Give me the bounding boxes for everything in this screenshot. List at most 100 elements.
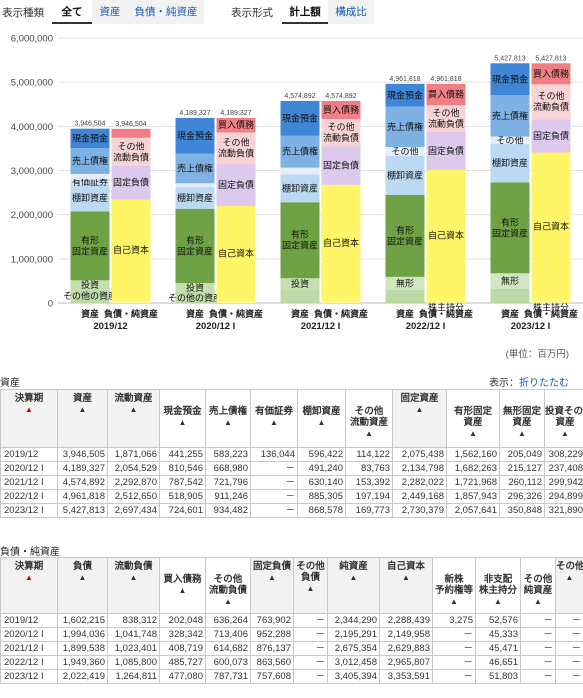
bar-type-label: 資産 <box>396 308 414 319</box>
assets-section-title: 資産 <box>0 378 20 389</box>
segment-label: 固定負債 <box>113 177 149 188</box>
bar-segment <box>216 132 256 164</box>
value-cell: 296,326 <box>499 489 545 504</box>
sort-arrow-icon[interactable]: ▲ <box>78 405 87 414</box>
value-cell: 2,292,870 <box>107 475 160 490</box>
column-header[interactable]: 負債 ▲ <box>57 557 108 614</box>
sort-arrow-icon[interactable]: ▲ <box>129 573 138 582</box>
column-header[interactable]: その他 流動負債 ▲ <box>205 557 251 614</box>
column-header[interactable]: 固定資産 ▲ <box>392 389 447 448</box>
sort-arrow-icon[interactable]: ▲ <box>469 429 477 438</box>
bar-segment <box>531 152 571 301</box>
sort-active-icon[interactable]: ▲ <box>25 405 33 414</box>
value-cell: 308,229 <box>544 447 583 462</box>
sort-arrow-icon[interactable]: ▲ <box>518 429 526 438</box>
bar-segment <box>175 292 215 303</box>
column-header[interactable]: その他 流動資産 ▲ <box>345 389 393 448</box>
value-cell: 2,675,354 <box>327 641 380 656</box>
sort-arrow-icon[interactable]: ▲ <box>565 573 574 582</box>
sort-active-icon[interactable]: ▲ <box>25 573 33 582</box>
column-header[interactable]: 純資産 ▲ <box>327 557 380 614</box>
column-header[interactable]: 有形固定 資産 ▲ <box>446 389 500 448</box>
value-cell: 630,140 <box>297 475 346 490</box>
column-header[interactable]: その他 純資産 ▲ <box>520 557 556 614</box>
column-header[interactable]: 資産 ▲ <box>57 389 108 448</box>
tab-assets[interactable]: 資産 <box>92 0 128 24</box>
column-header-text: 資産 <box>555 417 575 428</box>
sort-arrow-icon[interactable]: ▲ <box>365 429 373 438</box>
segment-label: 自己資本 <box>113 244 149 255</box>
bar-type-label: 負債・純資産 <box>104 308 158 319</box>
value-cell: 934,482 <box>205 503 251 518</box>
value-cell: 2,134,798 <box>392 461 447 476</box>
column-header[interactable]: 決算期 ▲ <box>0 557 58 614</box>
column-header[interactable]: 流動負債 ▲ <box>107 557 160 614</box>
value-cell: 1,994,036 <box>57 627 108 642</box>
column-header[interactable]: 非支配 株主持分 ▲ <box>475 557 521 614</box>
segment-label: その他の資産 <box>63 290 117 301</box>
sort-arrow-icon[interactable]: ▲ <box>349 573 358 582</box>
sort-arrow-icon[interactable]: ▲ <box>270 418 278 427</box>
tab-amount[interactable]: 計上額 <box>282 0 328 24</box>
column-header[interactable]: 有価証券 ▲ <box>250 389 298 448</box>
sort-arrow-icon[interactable]: ▲ <box>78 573 87 582</box>
value-cell: － <box>250 475 298 490</box>
bar-segment <box>426 131 466 170</box>
table-row: 2023/12 I 2,022,419 1,264,811 477,080 787,73… <box>0 669 583 684</box>
segment-label: 無形 <box>396 277 414 288</box>
column-header[interactable]: 棚卸資産 ▲ <box>297 389 346 448</box>
segment-label-line: その他 <box>222 137 249 148</box>
sort-arrow-icon[interactable]: ▲ <box>178 418 187 427</box>
column-header-text: 棚卸資産 <box>302 406 341 417</box>
value-cell: 876,137 <box>250 641 294 656</box>
column-header-text: 有形固定 <box>453 406 492 417</box>
segment-label-line: 株主持分 <box>533 301 569 312</box>
sort-arrow-icon[interactable]: ▲ <box>224 597 232 606</box>
bar-segment <box>280 202 320 279</box>
sort-arrow-icon[interactable]: ▲ <box>224 418 232 427</box>
sort-arrow-icon[interactable]: ▲ <box>402 573 410 582</box>
bar-segment <box>385 276 425 290</box>
sort-arrow-icon[interactable]: ▲ <box>178 586 187 595</box>
category-label: 2023/12 I <box>511 321 551 332</box>
column-header[interactable]: その他 ▲ <box>555 557 583 614</box>
y-tick-label: 3,000,000 <box>11 166 53 177</box>
sort-arrow-icon[interactable]: ▲ <box>561 429 569 438</box>
column-header[interactable]: 売上債権 ▲ <box>205 389 251 448</box>
bar-segment <box>175 153 215 184</box>
column-header[interactable]: 固定負債 ▲ <box>250 557 294 614</box>
column-header[interactable]: 自己資本 ▲ <box>379 557 433 614</box>
sort-arrow-icon[interactable]: ▲ <box>415 405 424 414</box>
value-cell: 911,246 <box>205 489 251 504</box>
column-header[interactable]: 無形固定 資産 ▲ <box>499 389 545 448</box>
bar-total-label: 4,189,327 <box>179 110 210 117</box>
sort-arrow-icon[interactable]: ▲ <box>129 405 138 414</box>
column-header[interactable]: 投資その他の資産▲ <box>544 389 583 448</box>
sort-arrow-icon[interactable]: ▲ <box>534 597 542 606</box>
tab-liabilities[interactable]: 負債・純資産 <box>128 0 204 24</box>
segment-label-line: 流動負債 <box>428 118 464 129</box>
collapse-link[interactable]: 折りたたむ <box>519 378 569 389</box>
column-header[interactable]: 現金預金 ▲ <box>159 389 206 448</box>
column-header[interactable]: 買入債務 ▲ <box>159 557 206 614</box>
tab-ratio[interactable]: 構成比 <box>328 0 374 24</box>
value-cell: 2,288,439 <box>379 613 433 628</box>
sort-arrow-icon[interactable]: ▲ <box>268 573 276 582</box>
column-header[interactable]: 新株 予約権等 ▲ <box>432 557 476 614</box>
column-header[interactable]: 流動資産 ▲ <box>107 389 160 448</box>
tab-all[interactable]: 全て <box>52 0 92 24</box>
bar-segment <box>321 146 361 185</box>
segment-label-line: 投資 <box>291 278 309 289</box>
column-header[interactable]: 決算期 ▲ <box>0 389 58 448</box>
sort-arrow-icon[interactable]: ▲ <box>494 597 502 606</box>
bar-segment <box>280 100 320 136</box>
segment-label: 現金預金 <box>177 130 213 141</box>
column-header[interactable]: その他 負債 ▲ <box>293 557 328 614</box>
value-cell: － <box>555 641 583 656</box>
segment-label: 固定負債 <box>428 145 464 156</box>
sort-arrow-icon[interactable]: ▲ <box>306 584 315 593</box>
bar-total-label: 4,574,892 <box>284 93 315 100</box>
sort-arrow-icon[interactable]: ▲ <box>317 418 326 427</box>
sort-arrow-icon[interactable]: ▲ <box>450 597 458 606</box>
value-cell: 260,112 <box>499 475 545 490</box>
